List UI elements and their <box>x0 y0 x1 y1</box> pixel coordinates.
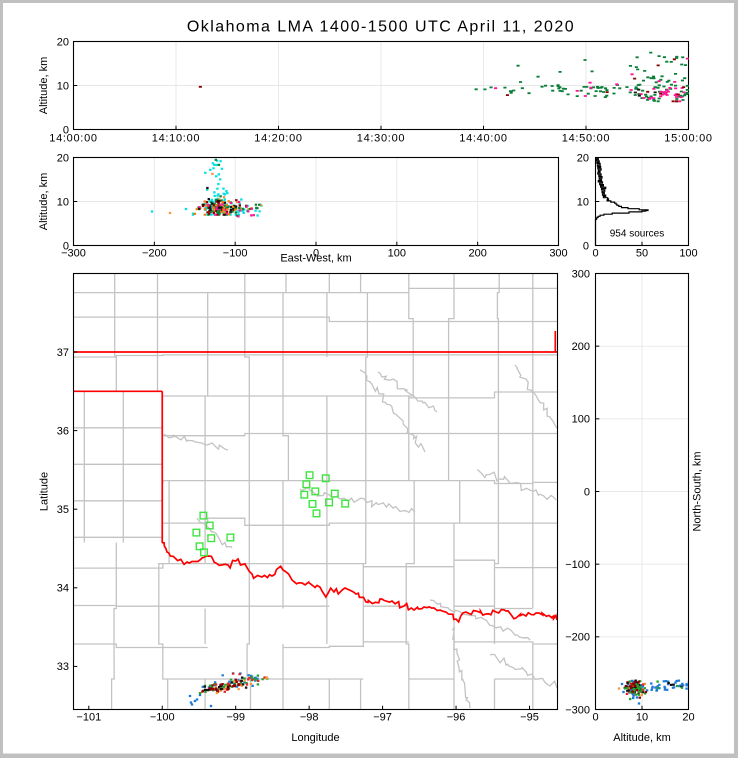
svg-text:14:50:00: 14:50:00 <box>562 133 610 145</box>
svg-text:20: 20 <box>682 712 694 724</box>
svg-text:20: 20 <box>57 152 69 164</box>
svg-text:33: 33 <box>57 661 69 673</box>
svg-text:100: 100 <box>572 414 590 426</box>
svg-text:−100: −100 <box>150 712 175 724</box>
svg-text:10: 10 <box>577 196 589 208</box>
svg-text:−100: −100 <box>223 248 248 260</box>
svg-text:0: 0 <box>583 240 589 252</box>
svg-text:14:40:00: 14:40:00 <box>459 133 507 145</box>
svg-text:Altitude, km: Altitude, km <box>613 732 670 744</box>
svg-text:0: 0 <box>584 486 590 498</box>
svg-text:−96: −96 <box>447 712 466 724</box>
svg-text:200: 200 <box>468 248 486 260</box>
svg-text:−95: −95 <box>520 712 539 724</box>
svg-text:−97: −97 <box>373 712 392 724</box>
svg-text:10: 10 <box>57 196 69 208</box>
svg-text:34: 34 <box>57 583 69 595</box>
svg-text:0: 0 <box>592 248 598 260</box>
svg-text:−300: −300 <box>565 704 590 716</box>
svg-text:Altitude, km: Altitude, km <box>38 57 50 114</box>
svg-text:−200: −200 <box>565 632 590 644</box>
svg-text:−98: −98 <box>300 712 319 724</box>
svg-text:300: 300 <box>549 248 567 260</box>
svg-text:36: 36 <box>57 425 69 437</box>
svg-text:300: 300 <box>572 268 590 280</box>
svg-text:0: 0 <box>63 124 69 136</box>
svg-text:20: 20 <box>57 36 69 48</box>
svg-text:Longitude: Longitude <box>291 732 339 744</box>
svg-text:14:10:00: 14:10:00 <box>152 133 200 145</box>
svg-text:0: 0 <box>63 240 69 252</box>
svg-text:Latitude: Latitude <box>39 472 51 511</box>
svg-text:10: 10 <box>636 712 648 724</box>
svg-text:14:30:00: 14:30:00 <box>357 133 405 145</box>
svg-text:North-South, km: North-South, km <box>692 451 704 531</box>
svg-text:37: 37 <box>57 347 69 359</box>
svg-text:20: 20 <box>577 152 589 164</box>
svg-text:14:20:00: 14:20:00 <box>254 133 302 145</box>
svg-text:100: 100 <box>679 248 697 260</box>
svg-text:−100: −100 <box>565 559 590 571</box>
svg-text:100: 100 <box>388 248 406 260</box>
svg-text:0: 0 <box>592 712 598 724</box>
svg-text:0: 0 <box>313 248 319 260</box>
svg-text:35: 35 <box>57 504 69 516</box>
svg-text:15:00:00: 15:00:00 <box>664 133 712 145</box>
svg-text:Altitude, km: Altitude, km <box>38 173 50 230</box>
svg-text:−99: −99 <box>226 712 245 724</box>
svg-text:−300: −300 <box>61 248 86 260</box>
svg-text:East-West, km: East-West, km <box>280 253 351 265</box>
svg-text:10: 10 <box>57 80 69 92</box>
svg-text:Oklahoma LMA 1400-1500 UTC Apr: Oklahoma LMA 1400-1500 UTC April 11, 202… <box>187 19 575 36</box>
svg-text:14:00:00: 14:00:00 <box>49 133 97 145</box>
svg-text:200: 200 <box>572 341 590 353</box>
svg-text:50: 50 <box>636 248 648 260</box>
svg-text:954 sources: 954 sources <box>610 229 664 240</box>
svg-text:−200: −200 <box>142 248 167 260</box>
svg-text:−101: −101 <box>76 712 101 724</box>
